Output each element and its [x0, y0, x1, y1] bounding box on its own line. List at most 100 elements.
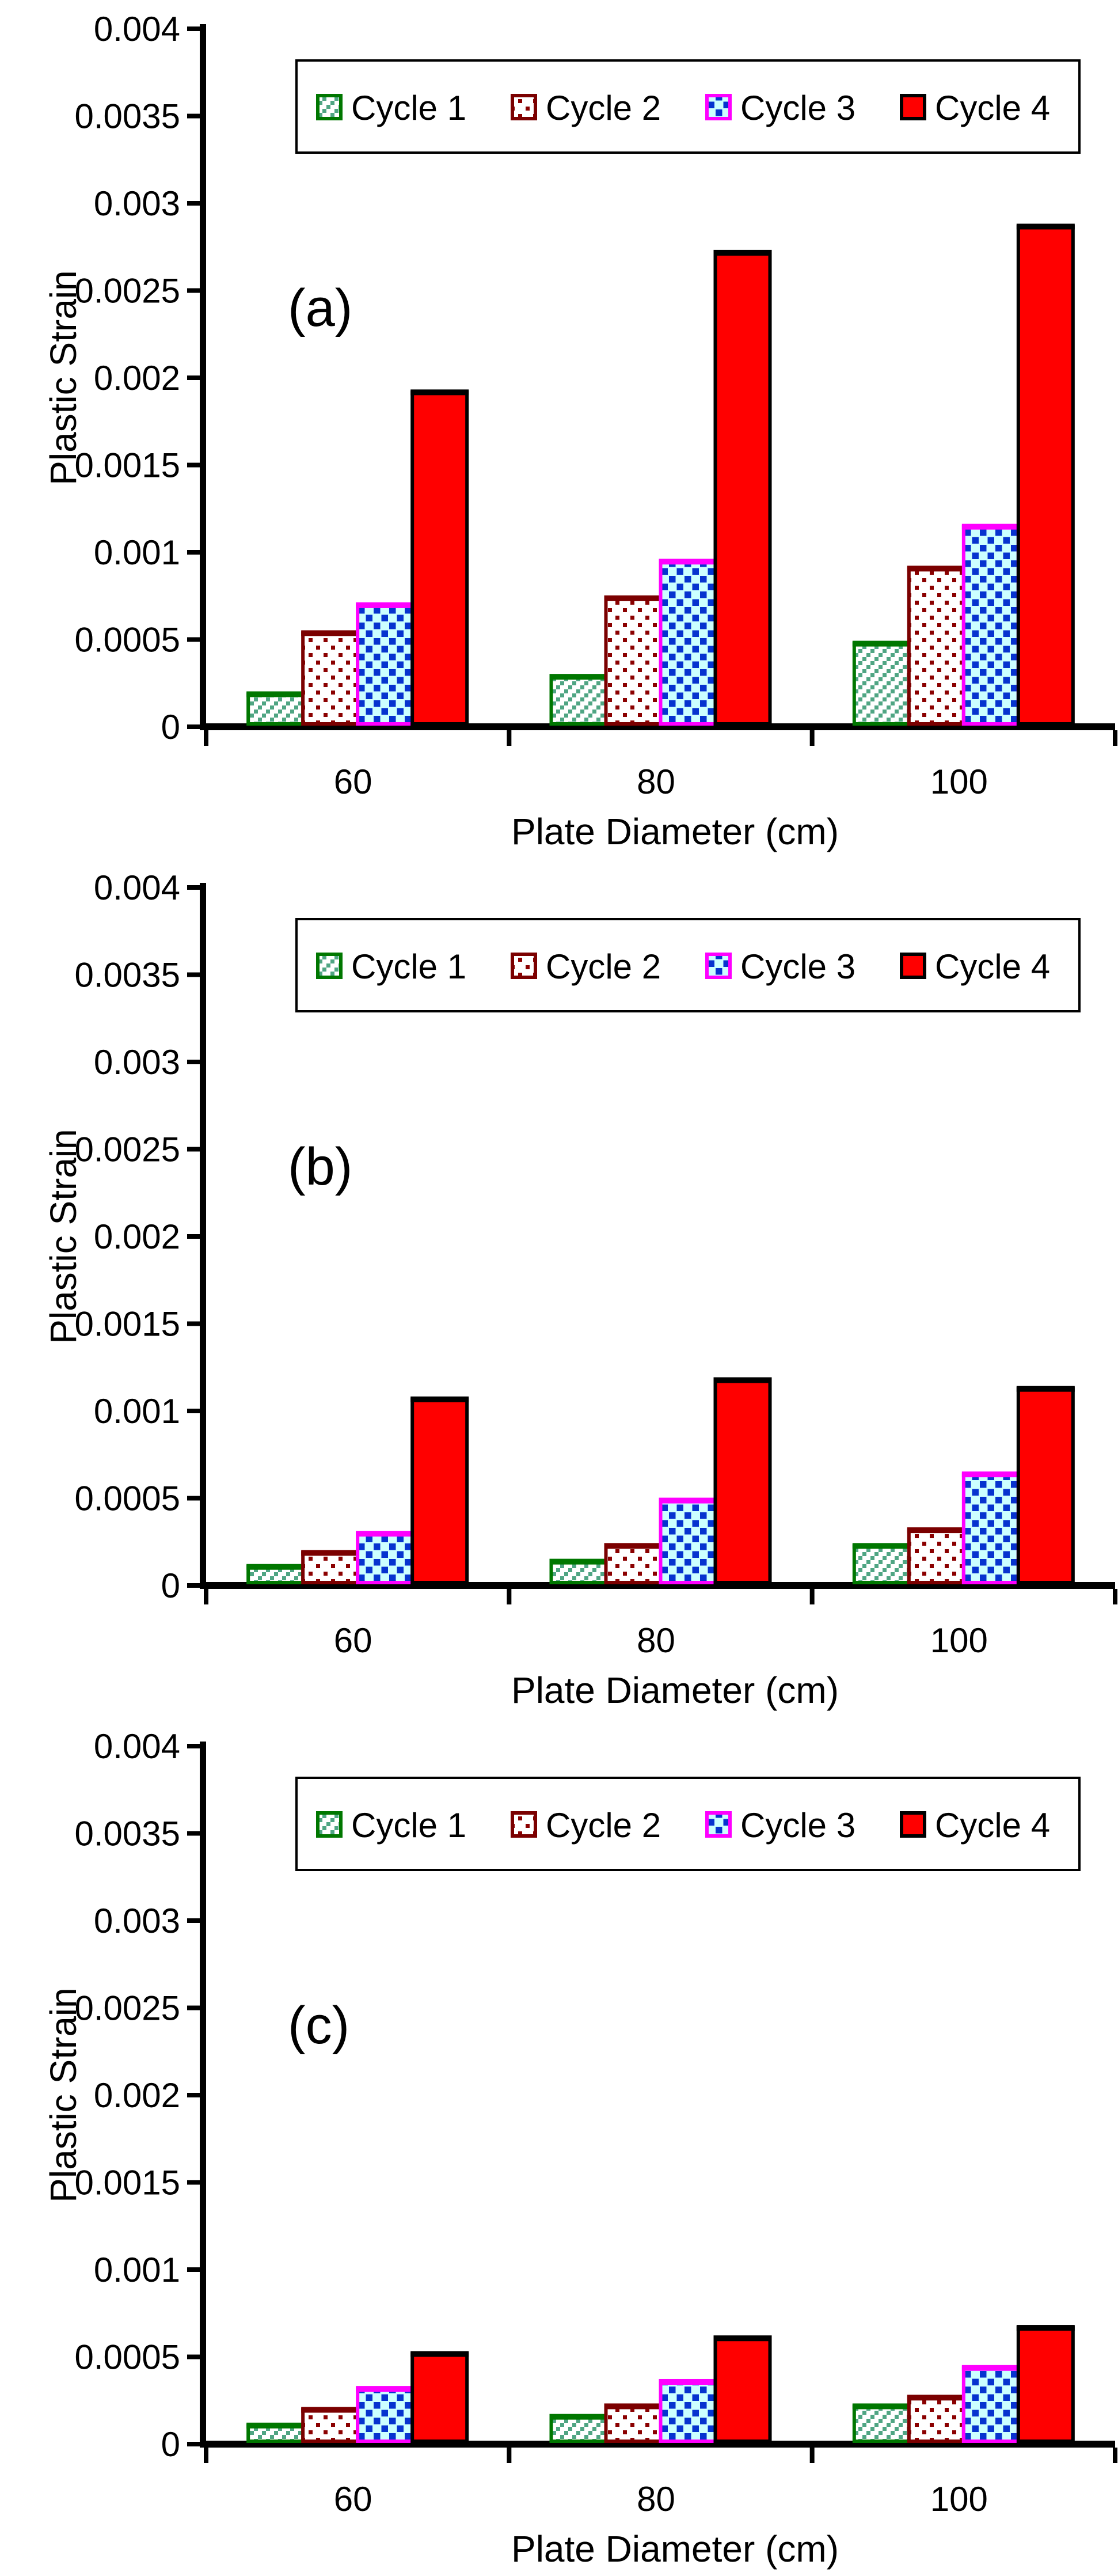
bar-top-cap	[301, 2407, 360, 2413]
bar-cycle3-100	[961, 1473, 1020, 1585]
legend-swatch-cycle1	[316, 1811, 343, 1838]
bar-cycle3-80	[659, 2380, 717, 2443]
x-tick	[1113, 2448, 1117, 2463]
bar-top-cap	[1016, 223, 1075, 230]
bar-top-cap	[410, 2351, 469, 2357]
bar-top-cap	[961, 2365, 1020, 2371]
x-tick-label: 60	[334, 762, 372, 801]
y-tick-label: 0.0005	[74, 621, 180, 659]
legend-swatch-cycle3	[705, 953, 732, 979]
bar-top-cap	[356, 2386, 415, 2392]
bar-top-cap	[852, 2403, 911, 2410]
y-tick	[187, 113, 200, 119]
legend-label: Cycle 4	[935, 947, 1050, 986]
bar-top-cap	[549, 1558, 608, 1565]
bar-top-cap	[907, 2395, 965, 2401]
bar-cycle1-80	[549, 1560, 608, 1585]
legend-label: Cycle 1	[351, 947, 466, 986]
bar-top-cap	[246, 1564, 305, 1570]
legend-box	[295, 918, 1081, 1012]
legend-label: Cycle 3	[740, 947, 855, 986]
x-tick	[204, 1589, 208, 1604]
y-tick-label: 0.0005	[74, 1479, 180, 1518]
bar-top-cap	[549, 2414, 608, 2420]
x-tick-label: 100	[930, 2480, 988, 2518]
y-tick-label: 0.0015	[74, 2164, 180, 2202]
bar-cycle3-60	[356, 603, 415, 726]
panel-label: (c)	[288, 1996, 349, 2055]
y-tick	[187, 26, 200, 31]
bar-cycle1-80	[549, 2415, 608, 2443]
legend-label: Cycle 4	[935, 1806, 1050, 1845]
bar-cycle4-60	[410, 2352, 469, 2443]
legend-label: Cycle 2	[546, 947, 661, 986]
legend-swatch-cycle2	[511, 953, 537, 979]
x-tick	[507, 1589, 512, 1604]
y-axis-line	[200, 1742, 206, 2448]
bar-cycle2-100	[907, 567, 965, 726]
bar-top-cap	[961, 1471, 1020, 1478]
y-tick	[187, 2180, 200, 2185]
x-tick	[1113, 1589, 1117, 1604]
legend-swatch-cycle2	[511, 1811, 537, 1838]
x-axis-title: Plate Diameter (cm)	[511, 2528, 839, 2570]
bar-top-cap	[410, 1396, 469, 1402]
y-tick-label: 0.004	[94, 1727, 180, 1766]
x-tick-label: 80	[637, 1621, 675, 1660]
bar-cycle1-100	[852, 1544, 911, 1584]
legend-swatch-cycle3	[705, 94, 732, 120]
y-axis-title: Plastic Strain	[43, 270, 84, 485]
bar-top-cap	[852, 1543, 911, 1549]
bar-top-cap	[961, 523, 1020, 530]
legend-swatch-cycle3	[705, 1811, 732, 1838]
bar-top-cap	[356, 1531, 415, 1537]
y-tick	[187, 462, 200, 468]
bar-top-cap	[659, 2378, 717, 2385]
legend-label: Cycle 3	[740, 89, 855, 127]
bar-top-cap	[713, 249, 772, 256]
bar-top-cap	[1016, 2325, 1075, 2331]
y-tick	[187, 1583, 200, 1588]
x-tick	[204, 730, 208, 746]
legend-swatch-cycle1	[316, 953, 343, 979]
bar-cycle4-60	[410, 1397, 469, 1584]
x-tick	[809, 730, 815, 746]
bar-top-cap	[549, 674, 608, 680]
legend-swatch-cycle4	[900, 953, 926, 979]
bar-cycle4-80	[713, 2336, 772, 2443]
x-axis-title: Plate Diameter (cm)	[511, 1670, 839, 1711]
x-tick	[204, 2448, 208, 2463]
bar-cycle3-80	[659, 560, 717, 726]
y-tick-label: 0	[161, 2425, 180, 2464]
y-tick	[187, 1321, 200, 1326]
panel-label: (a)	[288, 279, 352, 337]
x-tick	[507, 730, 512, 746]
y-tick	[187, 1744, 200, 1748]
legend-box	[295, 59, 1081, 154]
legend-label: Cycle 2	[546, 1806, 661, 1845]
y-tick-label: 0.002	[94, 359, 180, 397]
y-tick-label: 0	[161, 708, 180, 746]
y-tick	[187, 1234, 200, 1239]
x-axis-title: Plate Diameter (cm)	[511, 811, 839, 852]
bar-top-cap	[852, 640, 911, 647]
y-axis-title: Plastic Strain	[43, 1129, 84, 1344]
bar-top-cap	[246, 2422, 305, 2429]
y-tick	[187, 1060, 200, 1064]
y-tick-label: 0.0035	[74, 97, 180, 136]
y-tick-label: 0.001	[94, 1392, 180, 1431]
panel-label: (b)	[288, 1137, 352, 1196]
y-tick	[187, 375, 200, 380]
x-tick	[507, 2448, 512, 2463]
bar-cycle2-100	[907, 1528, 965, 1584]
legend-swatch-cycle1	[316, 94, 343, 120]
bar-cycle2-100	[907, 2396, 965, 2443]
bar-cycle2-60	[301, 1551, 360, 1584]
y-axis-title: Plastic Strain	[43, 1987, 84, 2202]
y-tick	[187, 2354, 200, 2359]
bar-top-cap	[1016, 1386, 1075, 1392]
y-tick-label: 0.0035	[74, 956, 180, 995]
bar-cycle2-80	[604, 1544, 663, 1584]
bar-cycle1-100	[852, 2404, 911, 2444]
